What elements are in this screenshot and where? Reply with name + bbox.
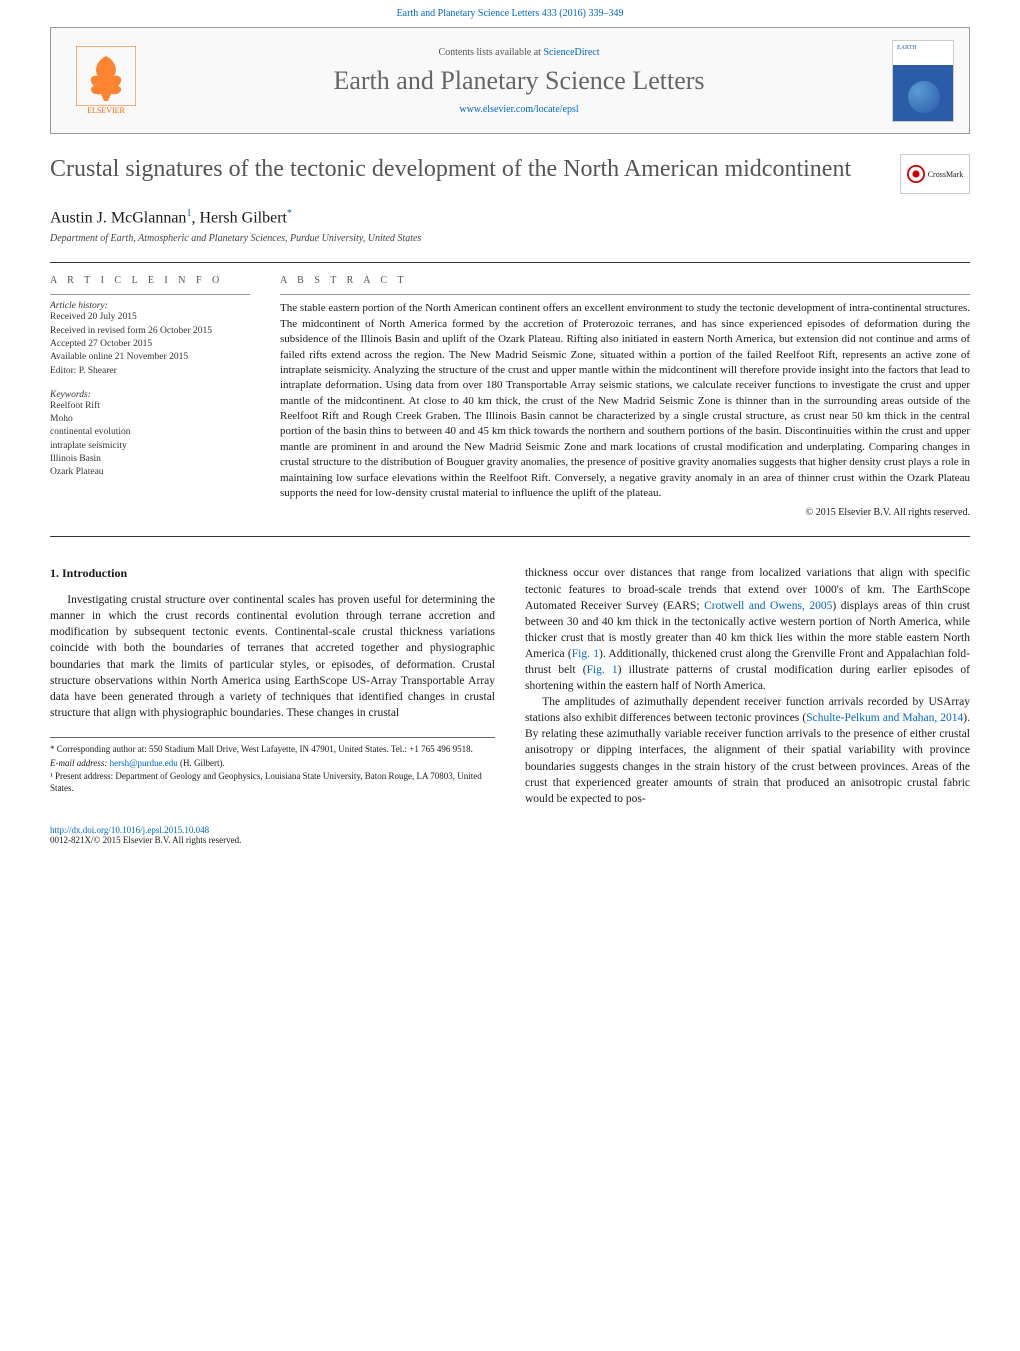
issn-line: 0012-821X/© 2015 Elsevier B.V. All right…	[50, 835, 241, 845]
contents-prefix: Contents lists available at	[438, 47, 543, 58]
present-address-footnote: ¹ Present address: Department of Geology…	[50, 771, 495, 794]
keyword: Moho	[50, 413, 250, 426]
body-paragraph: thickness occur over distances that rang…	[525, 565, 970, 694]
citation-bar: Earth and Planetary Science Letters 433 …	[0, 0, 1020, 27]
history-line: Accepted 27 October 2015	[50, 338, 250, 351]
section-heading: 1. Introduction	[50, 565, 495, 582]
footnotes: * Corresponding author at: 550 Stadium M…	[50, 737, 495, 795]
body-paragraph: The amplitudes of azimuthally dependent …	[525, 694, 970, 807]
body-column-right: thickness occur over distances that rang…	[525, 565, 970, 806]
citation-link[interactable]: Earth and Planetary Science Letters 433 …	[397, 8, 624, 19]
abstract-copyright: © 2015 Elsevier B.V. All rights reserved…	[280, 507, 970, 518]
history-title: Article history:	[50, 301, 250, 311]
keyword: Reelfoot Rift	[50, 400, 250, 413]
abstract-text: The stable eastern portion of the North …	[280, 301, 970, 501]
journal-cover-thumbnail	[892, 40, 954, 122]
citation-link[interactable]: Crotwell and Owens, 2005	[704, 600, 832, 612]
info-divider	[50, 294, 250, 295]
abstract-heading: A B S T R A C T	[280, 275, 970, 286]
affiliation: Department of Earth, Atmospheric and Pla…	[50, 233, 970, 244]
divider-top	[50, 262, 970, 263]
sciencedirect-link[interactable]: ScienceDirect	[543, 47, 599, 58]
keywords-title: Keywords:	[50, 390, 250, 400]
article-info-heading: A R T I C L E I N F O	[50, 275, 250, 286]
keyword: Ozark Plateau	[50, 466, 250, 479]
bottom-bar: http://dx.doi.org/10.1016/j.epsl.2015.10…	[50, 825, 970, 845]
corresponding-footnote: * Corresponding author at: 550 Stadium M…	[50, 744, 495, 756]
article-title: Crustal signatures of the tectonic devel…	[50, 154, 890, 185]
abstract-column: A B S T R A C T The stable eastern porti…	[280, 275, 970, 518]
history-line: Received 20 July 2015	[50, 311, 250, 324]
email-label: E-mail address:	[50, 758, 110, 768]
keyword: Illinois Basin	[50, 453, 250, 466]
citation-link[interactable]: Schulte-Pelkum and Mahan, 2014	[806, 712, 963, 724]
header-center: Contents lists available at ScienceDirec…	[146, 47, 892, 115]
elsevier-logo: ELSEVIER	[66, 38, 146, 123]
author-2-sup[interactable]: *	[287, 208, 292, 219]
article-info-column: A R T I C L E I N F O Article history: R…	[50, 275, 250, 518]
history-line: Received in revised form 26 October 2015	[50, 325, 250, 338]
keyword: continental evolution	[50, 426, 250, 439]
journal-header: ELSEVIER Contents lists available at Sci…	[50, 27, 970, 134]
doi-link[interactable]: http://dx.doi.org/10.1016/j.epsl.2015.10…	[50, 825, 209, 835]
journal-homepage: www.elsevier.com/locate/epsl	[146, 104, 892, 115]
email-suffix: (H. Gilbert).	[178, 758, 225, 768]
elsevier-tree-icon	[76, 46, 136, 106]
abstract-divider	[280, 294, 970, 295]
body-paragraph: Investigating crustal structure over con…	[50, 592, 495, 721]
email-footnote: E-mail address: hersh@purdue.edu (H. Gil…	[50, 758, 495, 770]
crossmark-badge[interactable]: CrossMark	[900, 154, 970, 194]
divider-bottom	[50, 536, 970, 537]
history-line: Available online 21 November 2015	[50, 351, 250, 364]
author-1: Austin J. McGlannan	[50, 209, 186, 226]
crossmark-icon	[907, 165, 925, 183]
crossmark-label: CrossMark	[928, 170, 964, 179]
contents-line: Contents lists available at ScienceDirec…	[146, 47, 892, 58]
figure-link[interactable]: Fig. 1	[587, 664, 618, 676]
author-2: , Hersh Gilbert	[191, 209, 287, 226]
email-link[interactable]: hersh@purdue.edu	[110, 758, 178, 768]
journal-title: Earth and Planetary Science Letters	[146, 66, 892, 96]
figure-link[interactable]: Fig. 1	[572, 648, 599, 660]
body-column-left: 1. Introduction Investigating crustal st…	[50, 565, 495, 806]
authors: Austin J. McGlannan1, Hersh Gilbert*	[50, 208, 970, 227]
journal-url-link[interactable]: www.elsevier.com/locate/epsl	[459, 104, 578, 115]
history-line: Editor: P. Shearer	[50, 365, 250, 378]
text-run: ). By relating these azimuthally variabl…	[525, 712, 970, 804]
keyword: intraplate seismicity	[50, 440, 250, 453]
elsevier-label: ELSEVIER	[87, 106, 125, 115]
